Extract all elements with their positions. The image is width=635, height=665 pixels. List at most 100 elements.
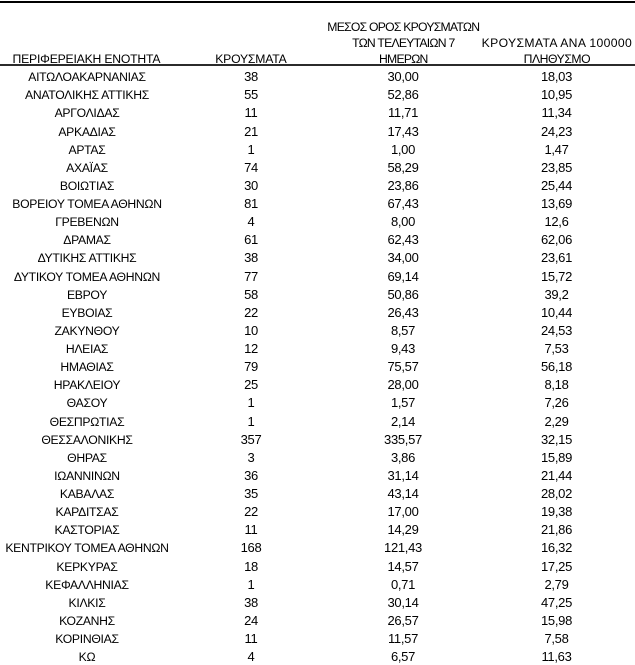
per100k-cell: 17,25: [540, 558, 573, 574]
per100k-cell: 2,79: [544, 576, 569, 592]
column-header-avg7-line2: ΤΩΝ ΤΕΛΕΥΤΑΙΩΝ 7: [352, 35, 455, 50]
per100k-cell: 62,06: [540, 232, 573, 248]
cases-cell: 38: [244, 594, 258, 610]
avg7-cell: 26,57: [387, 612, 419, 628]
cases-cell: 61: [244, 232, 258, 248]
column-header-region: ΠΕΡΙΦΕΡΕΙΑΚΗ ΕΝΟΤΗΤΑ: [13, 51, 161, 67]
avg7-cell: 28,00: [387, 377, 419, 393]
cases-cell: 168: [240, 540, 262, 556]
cases-cell: 1: [247, 395, 255, 411]
per100k-cell: 8,18: [544, 377, 569, 393]
region-cell: ΑΙΤΩΛΟΑΚΑΡΝΑΝΙΑΣ: [28, 70, 146, 85]
avg7-cell: 52,86: [387, 87, 419, 103]
column-header-avg7-line3: ΗΜΕΡΩΝ: [378, 51, 428, 66]
avg7-cell: 43,14: [387, 486, 419, 502]
region-cell: ΚΟΖΑΝΗΣ: [59, 613, 115, 628]
region-cell: ΚΕΡΚΥΡΑΣ: [56, 559, 118, 574]
avg7-cell: 17,00: [387, 504, 419, 520]
per100k-cell: 23,61: [540, 250, 573, 266]
per100k-cell: 11,63: [541, 649, 572, 665]
cases-cell: 55: [244, 87, 258, 103]
column-header-cases-line: ΚΡΟΥΣΜΑΤΑ: [215, 52, 287, 66]
per100k-cell: 7,26: [544, 395, 569, 411]
region-cell: ΑΧΑΪΑΣ: [66, 160, 108, 175]
per100k-cell: 7,58: [544, 631, 569, 647]
region-cell: ΔΥΤΙΚΗΣ ΑΤΤΙΚΗΣ: [37, 251, 137, 266]
avg7-cell: 8,57: [390, 322, 416, 338]
column-header-avg7-line1: ΜΕΣΟΣ ΟΡΟΣ ΚΡΟΥΣΜΑΤΩΝ: [327, 19, 480, 34]
header-separator-rule: [0, 64, 635, 66]
avg7-cell: 31,14: [387, 467, 419, 483]
cases-cell: 357: [240, 431, 262, 447]
column-header-cases: ΚΡΟΥΣΜΑΤΑ: [215, 51, 286, 67]
cases-cell: 77: [244, 268, 258, 284]
region-cell: ΑΝΑΤΟΛΙΚΗΣ ΑΤΤΙΚΗΣ: [25, 88, 149, 103]
cases-cell: 81: [244, 196, 258, 212]
cases-cell: 21: [244, 123, 258, 139]
cases-cell: 38: [244, 250, 258, 266]
column-header-per100k-line1: ΚΡΟΥΣΜΑΤΑ ΑΝΑ 100000: [481, 36, 633, 50]
per100k-cell: 12,6: [544, 214, 569, 230]
region-cell: ΙΩΑΝΝΙΝΩΝ: [54, 468, 120, 483]
region-cell: ΗΜΑΘΙΑΣ: [60, 360, 114, 375]
per100k-cell: 25,44: [540, 177, 573, 193]
region-cell: ΚΕΦΑΛΛΗΝΙΑΣ: [45, 577, 129, 592]
cases-cell: 11: [244, 105, 258, 121]
avg7-cell: 17,43: [387, 123, 419, 139]
cases-cell: 35: [244, 486, 258, 502]
cases-cell: 1: [247, 576, 255, 592]
avg7-cell: 58,29: [387, 159, 419, 175]
avg7-cell: 69,14: [387, 268, 419, 284]
region-cell: ΚΑΣΤΟΡΙΑΣ: [54, 523, 120, 538]
cases-cell: 25: [244, 377, 258, 393]
cases-cell: 58: [244, 286, 258, 302]
avg7-cell: 14,29: [387, 522, 419, 538]
avg7-cell: 1,57: [390, 395, 416, 411]
region-cell: ΚΑΡΔΙΤΣΑΣ: [55, 505, 119, 520]
table-top-rule: [0, 0, 635, 3]
cases-cell: 12: [244, 341, 258, 357]
region-cell: ΓΡΕΒΕΝΩΝ: [55, 215, 119, 230]
region-cell: ΑΡΤΑΣ: [68, 142, 106, 157]
region-cell: ΑΡΚΑΔΙΑΣ: [58, 124, 116, 139]
cases-cell: 22: [244, 504, 258, 520]
per100k-cell: 24,53: [540, 322, 573, 338]
region-cell: ΖΑΚΥΝΘΟΥ: [54, 323, 120, 338]
region-cell: ΘΑΣΟΥ: [66, 396, 108, 411]
per100k-cell: 21,86: [540, 522, 573, 538]
column-header-per100k: ΚΡΟΥΣΜΑΤΑ ΑΝΑ 100000 ΠΛΗΘΥΣΜΟ: [482, 35, 633, 67]
cases-cell: 4: [247, 649, 255, 665]
avg7-cell: 8,00: [390, 214, 416, 230]
per100k-cell: 1,47: [544, 141, 569, 157]
region-cell: ΚΙΛΚΙΣ: [68, 595, 106, 610]
avg7-cell: 121,43: [384, 540, 422, 556]
region-cell: ΗΡΑΚΛΕΙΟΥ: [53, 378, 121, 393]
per100k-cell: 39,2: [544, 286, 569, 302]
cases-cell: 38: [244, 69, 258, 85]
region-cell: ΕΒΡΟΥ: [66, 287, 108, 302]
cases-cell: 10: [244, 322, 258, 338]
avg7-cell: 23,86: [387, 177, 419, 193]
per100k-cell: 15,98: [540, 612, 573, 628]
per100k-cell: 32,15: [540, 431, 573, 447]
avg7-cell: 2,14: [390, 413, 416, 429]
cases-cell: 22: [244, 304, 258, 320]
region-cell: ΗΛΕΙΑΣ: [65, 342, 109, 357]
region-cell: ΚΑΒΑΛΑΣ: [59, 487, 115, 502]
table-body: ΑΙΤΩΛΟΑΚΑΡΝΑΝΙΑΣ 38 30,00 18,03 ΑΝΑΤΟΛΙΚΗΣ Α…: [0, 68, 635, 665]
cases-cell: 11: [244, 522, 258, 538]
cases-cell: 4: [247, 214, 255, 230]
cases-cell: 74: [244, 159, 258, 175]
per100k-cell: 47,25: [540, 594, 573, 610]
cases-cell: 36: [244, 467, 258, 483]
avg7-cell: 75,57: [387, 359, 419, 375]
region-cell: ΑΡΓΟΛΙΔΑΣ: [54, 106, 120, 121]
cases-cell: 11: [244, 631, 258, 647]
region-cell: ΘΕΣΣΑΛΟΝΙΚΗΣ: [41, 432, 133, 447]
column-header-region-line: ΠΕΡΙΦΕΡΕΙΑΚΗ ΕΝΟΤΗΤΑ: [12, 52, 161, 66]
per100k-cell: 7,53: [544, 341, 569, 357]
avg7-cell: 335,57: [384, 431, 422, 447]
per100k-cell: 16,32: [540, 540, 573, 556]
region-cell: ΔΥΤΙΚΟΥ ΤΟΜΕΑ ΑΘΗΝΩΝ: [13, 269, 161, 284]
